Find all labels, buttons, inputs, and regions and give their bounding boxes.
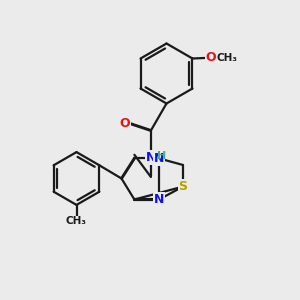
Text: CH₃: CH₃: [216, 53, 237, 63]
Text: S: S: [178, 180, 188, 193]
Text: H: H: [157, 151, 166, 161]
Text: N: N: [154, 152, 164, 165]
Text: N: N: [154, 193, 164, 206]
Text: O: O: [206, 51, 216, 64]
Text: N: N: [146, 151, 156, 164]
Text: CH₃: CH₃: [66, 216, 87, 226]
Text: O: O: [119, 116, 130, 130]
